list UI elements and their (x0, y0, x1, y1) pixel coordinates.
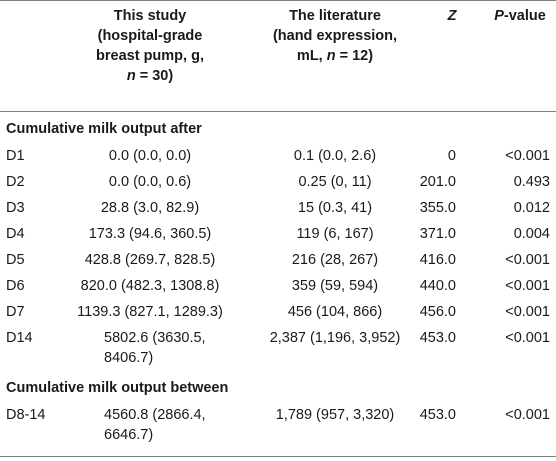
z-value: 416.0 (419, 252, 456, 268)
z-value: 355.0 (419, 200, 456, 216)
p-value: 0.493 (513, 174, 550, 190)
literature-value: 359 (59, 594) (291, 278, 379, 294)
header-this-study: This study (hospital-grade breast pump, … (70, 6, 230, 86)
row-label: D3 (6, 200, 25, 216)
table-row-d5: D5 428.8 (269.7, 828.5) 216 (28, 267) 41… (0, 250, 556, 270)
study-value-line2: 6646.7) (104, 427, 154, 443)
table-row-d14: D14 5802.6 (3630.5, 8406.7) 2,387 (1,196… (0, 328, 556, 370)
row-label: D14 (6, 330, 33, 346)
table-row-d6: D6 820.0 (482.3, 1308.8) 359 (59, 594) 4… (0, 276, 556, 296)
study-value: 173.3 (94.6, 360.5) (88, 226, 212, 242)
p-value: 0.004 (513, 226, 550, 242)
literature-value: 2,387 (1,196, 3,952) (269, 330, 401, 346)
literature-value: 456 (104, 866) (287, 304, 383, 320)
table-row-d3: D3 28.8 (3.0, 82.9) 15 (0.3, 41) 355.0 0… (0, 198, 556, 218)
section-between: Cumulative milk output between (6, 380, 229, 396)
study-value: 1139.3 (827.1, 1289.3) (77, 304, 223, 320)
p-value: <0.001 (505, 407, 550, 423)
header-z: Z (432, 6, 472, 26)
study-value: 820.0 (482.3, 1308.8) (80, 278, 220, 294)
study-value-line1: 4560.8 (2866.4, (104, 407, 206, 423)
study-value: 0.0 (0.0, 0.6) (108, 174, 192, 190)
literature-value: 1,789 (957, 3,320) (275, 407, 395, 423)
header-study-line3: breast pump, g, (96, 48, 204, 64)
study-value: 28.8 (3.0, 82.9) (100, 200, 200, 216)
table-row-d4: D4 173.3 (94.6, 360.5) 119 (6, 167) 371.… (0, 224, 556, 244)
z-value: 456.0 (419, 304, 456, 320)
row-label: D5 (6, 252, 25, 268)
header-study-n-value: = 30) (135, 68, 174, 84)
top-rule (0, 0, 556, 1)
header-study-n: n (126, 68, 136, 84)
p-value: <0.001 (505, 278, 550, 294)
header-lit-n: n (326, 48, 336, 64)
study-value: 5802.6 (3630.5, 8406.7) (104, 328, 244, 368)
header-lit-unit: mL, (296, 48, 327, 64)
header-study-line2: (hospital-grade (97, 28, 203, 44)
p-value: 0.012 (513, 200, 550, 216)
p-value: <0.001 (505, 304, 550, 320)
header-study-line4: n = 30) (70, 66, 230, 86)
p-value: <0.001 (505, 252, 550, 268)
header-lit-n-value: = 12) (335, 48, 374, 64)
header-p-var: P (494, 8, 504, 24)
header-lit-line2: (hand expression, (272, 28, 398, 44)
study-value: 428.8 (269.7, 828.5) (84, 252, 216, 268)
study-value-line1: 5802.6 (3630.5, (104, 330, 206, 346)
table-row-d2: D2 0.0 (0.0, 0.6) 0.25 (0, 11) 201.0 0.4… (0, 172, 556, 192)
literature-value: 0.25 (0, 11) (298, 174, 372, 190)
header-p-rest: -value (503, 8, 546, 24)
bottom-rule (0, 456, 556, 457)
literature-value: 0.1 (0.0, 2.6) (293, 148, 377, 164)
row-label: D2 (6, 174, 25, 190)
study-value: 4560.8 (2866.4, 6646.7) (104, 405, 244, 445)
header-study-line1: This study (113, 8, 187, 24)
z-value: 201.0 (419, 174, 456, 190)
literature-value: 15 (0.3, 41) (297, 200, 373, 216)
z-value: 0 (447, 148, 456, 164)
header-lit-line3: mL, n = 12) (250, 46, 420, 66)
section-after: Cumulative milk output after (6, 121, 202, 137)
z-value: 371.0 (419, 226, 456, 242)
row-label: D4 (6, 226, 25, 242)
literature-value: 119 (6, 167) (296, 226, 374, 242)
study-value: 0.0 (0.0, 0.0) (108, 148, 192, 164)
study-value-line2: 8406.7) (104, 350, 154, 366)
header-rule (0, 111, 556, 112)
row-label: D7 (6, 304, 25, 320)
p-value: <0.001 (505, 148, 550, 164)
z-value: 453.0 (419, 330, 456, 346)
literature-value: 216 (28, 267) (291, 252, 379, 268)
z-value: 453.0 (419, 407, 456, 423)
table-row-d7: D7 1139.3 (827.1, 1289.3) 456 (104, 866)… (0, 302, 556, 322)
p-value: <0.001 (505, 330, 550, 346)
z-value: 440.0 (419, 278, 456, 294)
header-lit-line1: The literature (289, 8, 381, 24)
row-label: D8-14 (6, 407, 46, 423)
header-p-value: P-value (484, 6, 556, 26)
row-label: D6 (6, 278, 25, 294)
table-row-d8-14: D8-14 4560.8 (2866.4, 6646.7) 1,789 (957… (0, 405, 556, 447)
header-z-label: Z (447, 8, 457, 24)
header-literature: The literature (hand expression, mL, n =… (250, 6, 420, 66)
row-label: D1 (6, 148, 25, 164)
table-row-d1: D1 0.0 (0.0, 0.0) 0.1 (0.0, 2.6) 0 <0.00… (0, 146, 556, 166)
